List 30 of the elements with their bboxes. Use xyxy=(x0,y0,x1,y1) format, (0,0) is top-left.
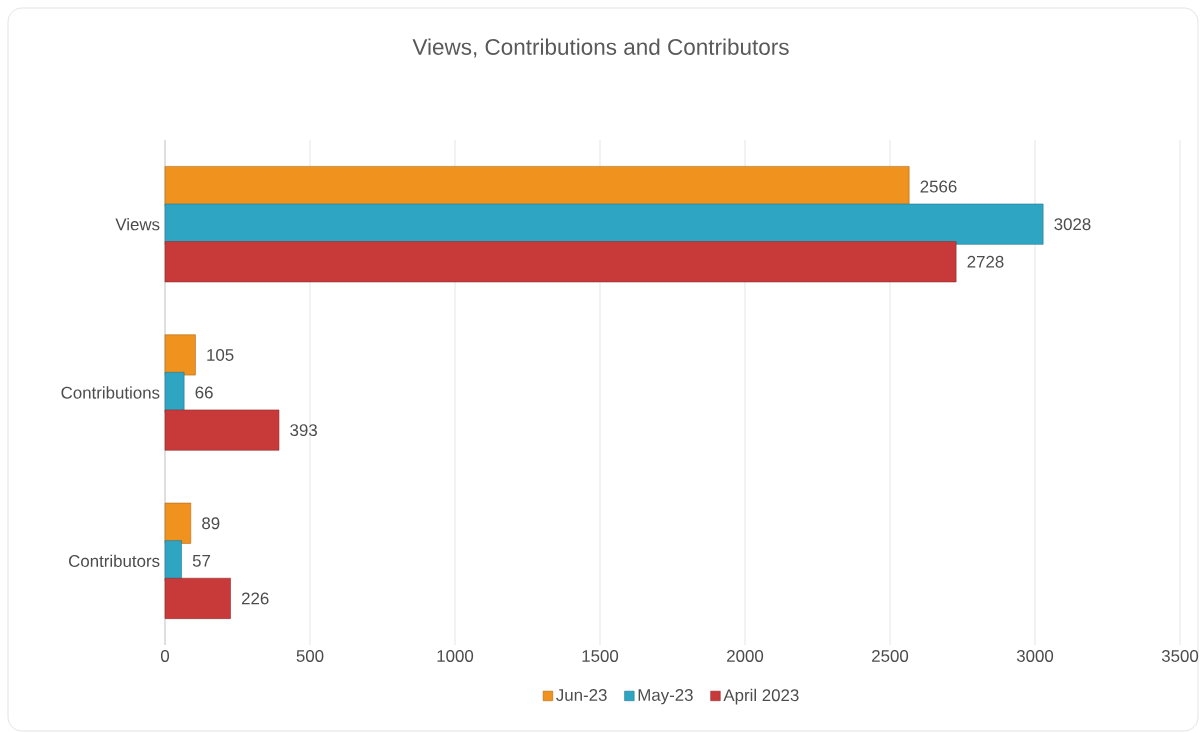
legend-label: May-23 xyxy=(638,689,693,705)
x-tick-label: 3500 xyxy=(1161,649,1199,662)
data-label: 66 xyxy=(195,386,213,399)
x-tick-label: 0 xyxy=(160,649,170,662)
legend-label: April 2023 xyxy=(723,688,799,705)
data-label: 105 xyxy=(207,348,234,361)
data-label: 2566 xyxy=(920,180,957,193)
bar xyxy=(164,409,280,451)
bar xyxy=(164,241,957,283)
y-tick-label: Contributions xyxy=(61,386,160,399)
x-tick-label: 1500 xyxy=(582,649,619,662)
data-label: 57 xyxy=(192,554,211,567)
data-label: 89 xyxy=(202,517,220,530)
x-tick-label: 1000 xyxy=(437,649,474,662)
y-tick-label: Views xyxy=(115,217,160,231)
x-tick-label: 2500 xyxy=(872,649,909,662)
bar xyxy=(164,577,231,619)
data-label: 226 xyxy=(241,592,269,605)
data-label: 3028 xyxy=(1054,218,1091,231)
y-tick-label: Contributors xyxy=(69,554,160,568)
bar xyxy=(164,203,1044,245)
x-tick-label: 500 xyxy=(296,649,324,662)
x-tick-label: 3000 xyxy=(1016,649,1054,662)
bar xyxy=(164,502,192,544)
data-label: 393 xyxy=(290,424,317,437)
bar xyxy=(164,334,196,376)
chart-title: Views, Contributions and Contributors xyxy=(412,38,789,58)
x-tick-label: 2000 xyxy=(727,649,764,662)
data-label: 2728 xyxy=(967,255,1004,268)
legend-label: Jun-23 xyxy=(556,689,607,701)
